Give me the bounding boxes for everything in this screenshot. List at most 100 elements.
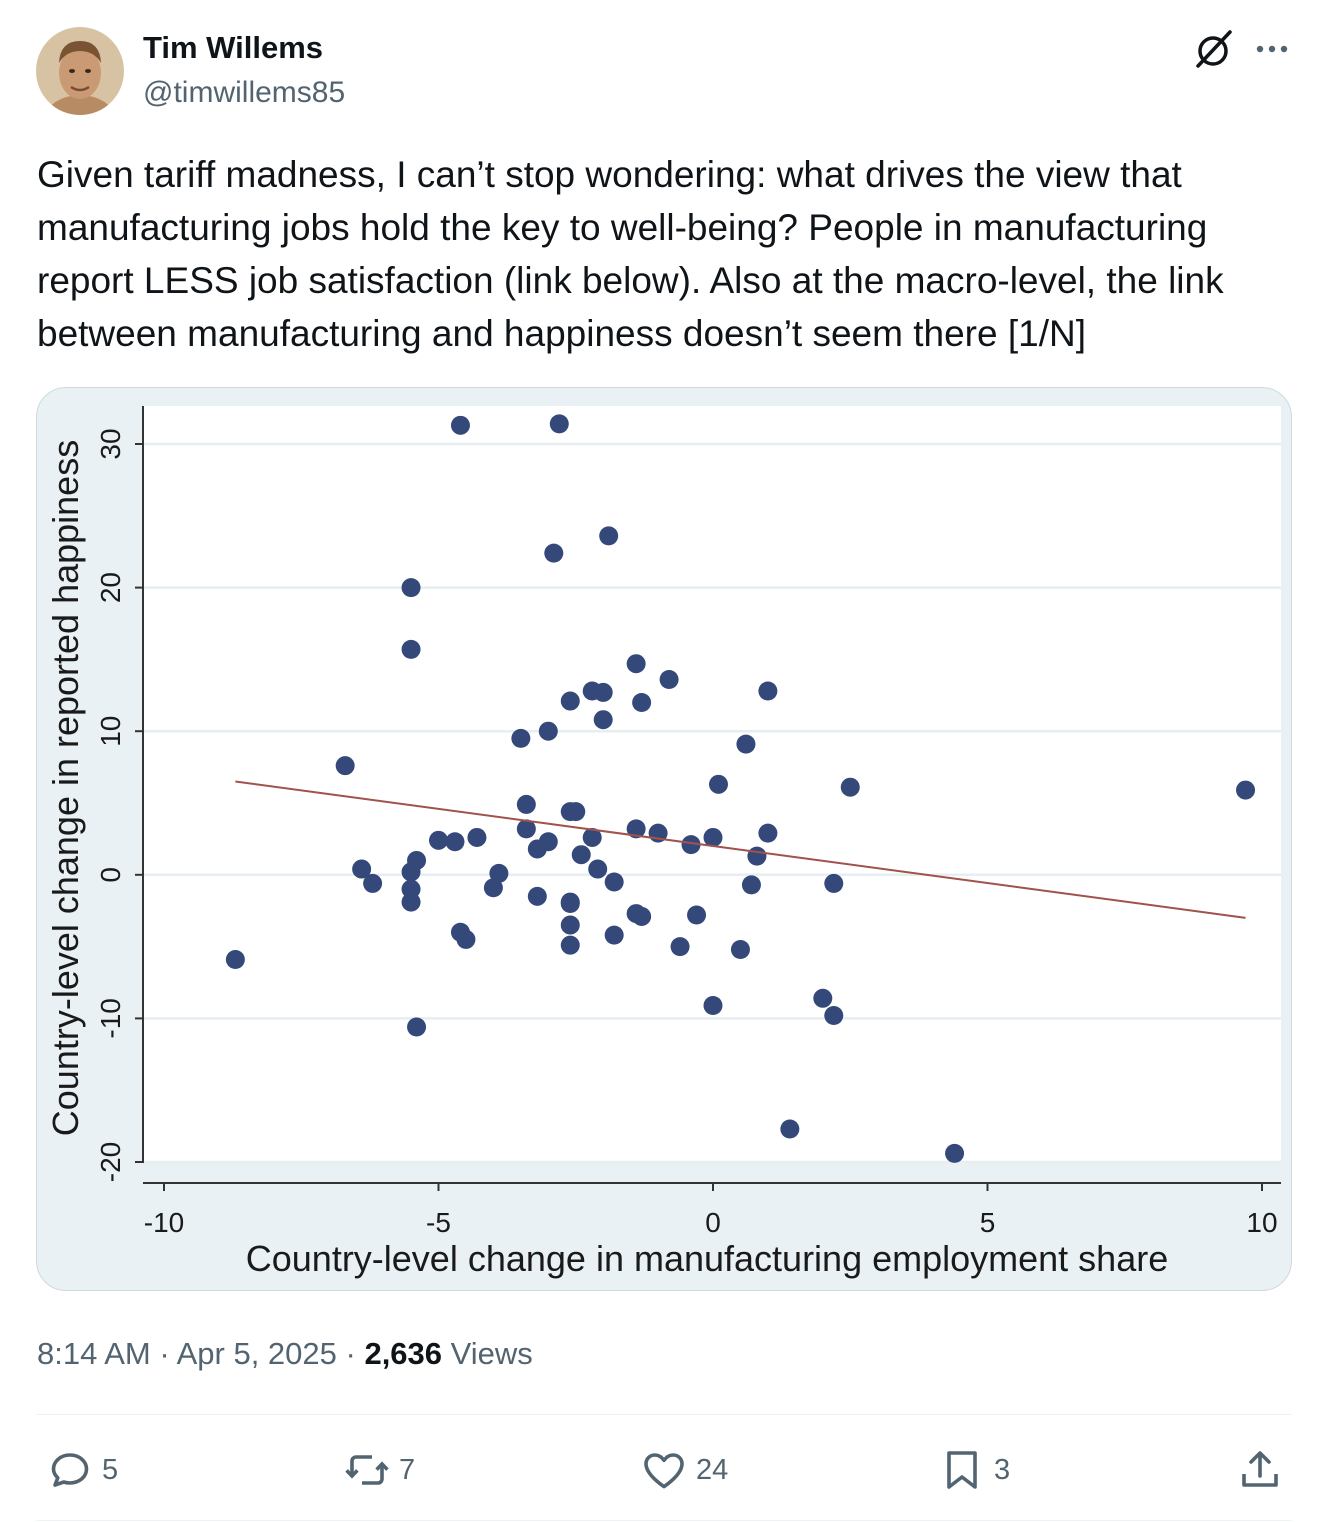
data-point <box>445 832 465 852</box>
data-point <box>566 802 586 822</box>
data-point <box>467 827 487 847</box>
data-point <box>560 894 580 914</box>
data-point <box>687 905 707 925</box>
bookmark-count: 3 <box>994 1453 1011 1486</box>
author-handle[interactable]: @timwillems85 <box>143 76 346 109</box>
data-point <box>626 654 646 674</box>
grok-icon[interactable] <box>1193 28 1235 70</box>
reply-icon <box>51 1453 89 1487</box>
fit-line <box>235 780 1246 919</box>
x-ticks: -10 -5 0 5 10 <box>144 1183 1278 1238</box>
y-tick-label: 20 <box>95 572 126 603</box>
tweet-time[interactable]: 8:14 AM <box>37 1336 151 1371</box>
data-point <box>527 839 547 859</box>
y-tick-label: 0 <box>95 867 126 883</box>
data-point <box>588 859 608 879</box>
reply-button[interactable]: 5 <box>46 1442 118 1498</box>
x-tick-label: 0 <box>705 1207 721 1238</box>
data-point <box>780 1119 800 1139</box>
like-button[interactable]: 24 <box>640 1442 728 1498</box>
x-tick-label: -5 <box>426 1207 451 1238</box>
repost-count: 7 <box>399 1453 416 1486</box>
repost-icon <box>345 1455 389 1485</box>
data-point <box>560 915 580 935</box>
data-point <box>632 906 652 926</box>
data-point <box>582 827 602 847</box>
divider <box>36 1414 1292 1415</box>
data-point <box>511 728 531 748</box>
share-button[interactable] <box>1236 1442 1284 1498</box>
data-point <box>407 1017 427 1037</box>
author-name[interactable]: Tim Willems <box>143 30 324 65</box>
data-points <box>225 414 1256 1163</box>
data-point <box>730 939 750 959</box>
y-tick-label: 10 <box>95 716 126 747</box>
data-point <box>352 859 372 879</box>
views-label: Views <box>442 1336 533 1371</box>
data-point <box>681 835 701 855</box>
meta-separator: · <box>150 1336 177 1371</box>
x-tick-label: 5 <box>980 1207 996 1238</box>
data-point <box>225 950 245 970</box>
data-point <box>824 1006 844 1026</box>
y-tick-label: 30 <box>95 428 126 459</box>
data-point <box>489 863 509 883</box>
data-point <box>544 543 564 563</box>
data-point <box>450 415 470 435</box>
data-point <box>516 794 536 814</box>
data-point <box>363 873 383 893</box>
data-point <box>659 670 679 690</box>
avatar-image <box>36 27 124 115</box>
tweet-text: Given tariff madness, I can’t stop wonde… <box>37 154 1224 354</box>
y-tick-label: -20 <box>95 1142 126 1182</box>
y-tick-label: -10 <box>95 998 126 1038</box>
data-point <box>401 862 421 882</box>
tweet-media-chart[interactable]: -20 -10 0 10 20 30 -10 -5 0 5 10 Country-level ch… <box>36 387 1292 1291</box>
like-count: 24 <box>696 1453 729 1486</box>
data-point <box>1236 780 1256 800</box>
repost-button[interactable]: 7 <box>343 1442 415 1498</box>
divider <box>36 1520 1292 1521</box>
data-point <box>840 777 860 797</box>
tweet-meta: 8:14 AM · Apr 5, 2025 · 2,636 Views <box>37 1336 533 1372</box>
data-point <box>747 846 767 866</box>
data-point <box>401 578 421 598</box>
bookmark-button[interactable]: 3 <box>938 1442 1010 1498</box>
x-axis-label: Country-level change in manufacturing em… <box>246 1238 1168 1279</box>
data-point <box>593 682 613 702</box>
data-point <box>708 774 728 794</box>
data-point <box>604 872 624 892</box>
y-ticks: -20 -10 0 10 20 30 <box>95 428 143 1182</box>
data-point <box>626 819 646 839</box>
reply-count: 5 <box>102 1453 119 1486</box>
data-point <box>538 721 558 741</box>
data-point <box>703 995 723 1015</box>
data-point <box>945 1143 965 1163</box>
data-point <box>401 639 421 659</box>
tweet-date[interactable]: Apr 5, 2025 <box>176 1336 337 1371</box>
data-point <box>549 414 569 434</box>
x-tick-label: 10 <box>1246 1207 1277 1238</box>
data-point <box>483 878 503 898</box>
data-point <box>736 734 756 754</box>
views-count: 2,636 <box>364 1336 443 1371</box>
data-point <box>632 692 652 712</box>
data-point <box>429 830 448 850</box>
data-point <box>401 892 421 912</box>
share-icon <box>1242 1451 1278 1487</box>
data-point <box>560 691 580 711</box>
scatter-chart: -20 -10 0 10 20 30 -10 -5 0 5 10 Country-level ch… <box>45 406 1281 1279</box>
data-point <box>571 845 591 865</box>
data-point <box>604 925 624 945</box>
meta-separator: · <box>336 1336 365 1371</box>
avatar[interactable] <box>36 27 124 115</box>
data-point <box>758 681 778 701</box>
data-point <box>824 873 844 893</box>
data-point <box>516 819 536 839</box>
data-point <box>758 823 778 843</box>
data-point <box>703 827 723 847</box>
data-point <box>527 886 547 906</box>
data-point <box>741 875 761 895</box>
more-icon[interactable] <box>1252 34 1292 64</box>
data-point <box>456 929 476 949</box>
